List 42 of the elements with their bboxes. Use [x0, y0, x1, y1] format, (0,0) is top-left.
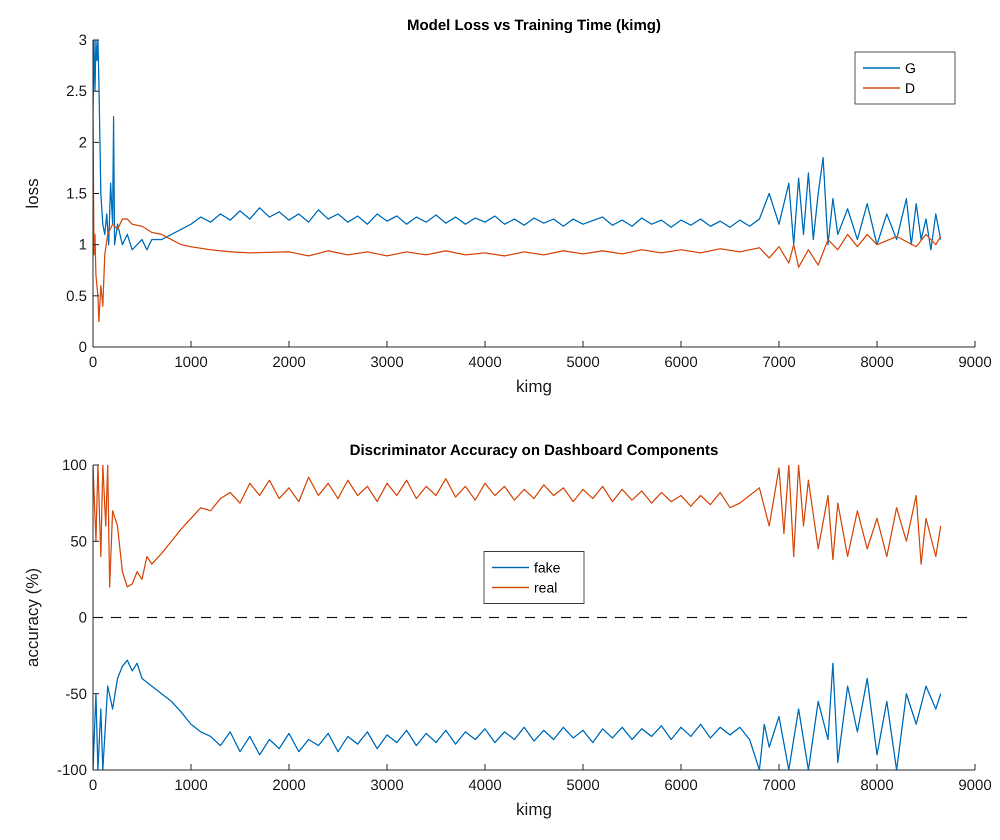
x-tick-label: 6000 [664, 354, 698, 371]
x-tick-label: 8000 [860, 354, 894, 371]
x-axis-title: kimg [516, 377, 552, 396]
x-tick-label: 5000 [566, 777, 600, 794]
x-tick-label: 3000 [370, 777, 404, 794]
x-tick-label: 7000 [762, 354, 796, 371]
legend-label: real [534, 580, 558, 596]
y-tick-label: 1.5 [66, 186, 87, 202]
x-tick-label: 1000 [174, 354, 208, 371]
chart-title: Model Loss vs Training Time (kimg) [407, 17, 661, 34]
y-axis-title: accuracy (%) [23, 568, 42, 668]
y-axis-title: loss [23, 178, 42, 209]
x-tick-label: 9000 [958, 354, 992, 371]
y-tick-label: -50 [65, 686, 87, 703]
chart-title: Discriminator Accuracy on Dashboard Components [350, 442, 718, 459]
y-tick-label: 2 [78, 134, 87, 152]
x-axis-title: kimg [516, 800, 552, 819]
y-tick-label: 2.5 [66, 83, 87, 100]
y-tick-label: 100 [62, 457, 87, 474]
legend-label: D [905, 80, 916, 96]
legend-label: G [905, 60, 916, 76]
x-tick-label: 1000 [174, 777, 208, 794]
x-tick-label: 2000 [272, 354, 306, 371]
x-tick-label: 8000 [860, 777, 894, 794]
x-tick-label: 3000 [370, 354, 404, 371]
y-tick-label: 50 [70, 533, 87, 550]
x-tick-label: 9000 [958, 777, 992, 794]
y-tick-label: 3 [78, 32, 87, 49]
legend-label: fake [534, 560, 561, 576]
y-tick-label: 0.5 [66, 288, 87, 305]
y-tick-label: 0 [78, 610, 87, 626]
x-tick-label: 2000 [272, 777, 306, 794]
line-series [93, 40, 942, 250]
x-tick-label: 7000 [762, 777, 796, 794]
x-tick-label: 6000 [664, 777, 698, 794]
x-tick-label: 4000 [468, 354, 502, 371]
line-series [93, 660, 942, 770]
x-tick-label: 4000 [468, 777, 502, 794]
y-tick-label: -100 [56, 762, 87, 779]
x-tick-label: 5000 [566, 354, 600, 371]
y-tick-label: 0 [78, 339, 87, 356]
y-tick-label: 1 [78, 236, 87, 254]
